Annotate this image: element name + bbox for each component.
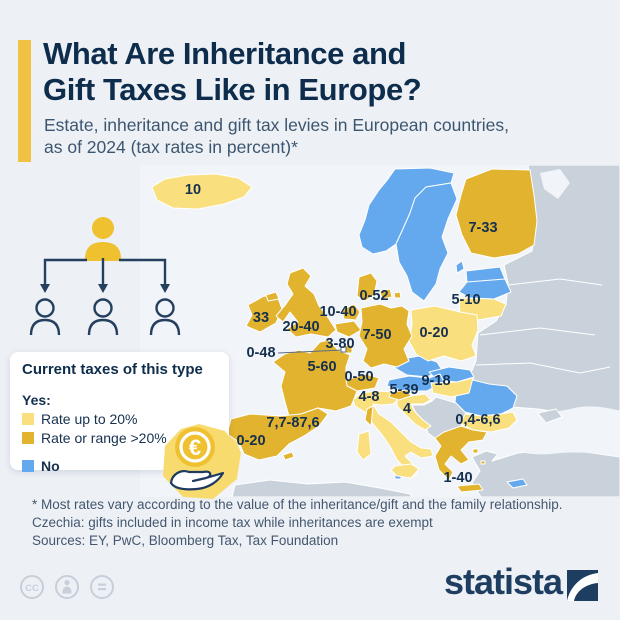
map-label-croatia: 4: [402, 401, 412, 417]
legend-title: Current taxes of this type: [22, 361, 203, 378]
map-label-iceland: 10: [184, 182, 202, 198]
internal-border-3: [475, 362, 611, 374]
country-norway: [358, 167, 455, 255]
map-label-denmark: 0-52: [359, 288, 389, 304]
subtitle-line-2: as of 2024 (tax rates in percent)*: [44, 137, 298, 158]
arrow-heads: [40, 284, 170, 293]
map-label-greece: 1-40: [443, 470, 473, 486]
map-label-ireland: 33: [252, 310, 270, 326]
map-label-belgium: 3-80: [325, 336, 355, 352]
map-label-hungary: 9-18: [421, 373, 451, 389]
heir-icons: [29, 298, 181, 336]
map-label-spain: 7,7-87,6: [266, 415, 320, 431]
no-derivatives-icon: [98, 583, 106, 591]
map-label-germany: 7-50: [362, 327, 392, 343]
country-finland: [455, 168, 538, 259]
attribution-icon: [62, 579, 72, 594]
euro-symbol: €: [189, 435, 201, 460]
country-croatia: [396, 393, 432, 431]
country-greece: [434, 425, 488, 481]
title-line-1: What Are Inheritance and: [43, 36, 407, 71]
luxembourg-leader-line: [277, 349, 344, 354]
swatch-dark-yellow: [22, 432, 34, 444]
footnote-line-2: Czechia: gifts included in income tax wh…: [32, 514, 433, 530]
country-denmark: [356, 272, 378, 302]
legend-item-no: No: [22, 458, 217, 474]
footnote-line-1: * Most rates vary according to the value…: [32, 497, 563, 512]
map-label-bulgaria: 0,4-6,6: [455, 412, 501, 428]
hand-holding-euro-icon: €: [163, 424, 241, 499]
sardinia-island: [356, 430, 372, 461]
sicily-island: [390, 463, 420, 479]
map-label-united-kingdom: 20-40: [282, 319, 320, 335]
europe-map: [140, 165, 620, 497]
north-africa-coast: [231, 479, 413, 497]
country-hungary: [430, 377, 474, 398]
legend-item-label: No: [41, 458, 60, 474]
swatch-light-yellow: [22, 413, 34, 425]
internal-border-2: [507, 278, 603, 286]
legend-item-label: Rate or range >20%: [41, 430, 167, 446]
map-label-lithuania: 5-10: [451, 292, 481, 308]
country-poland: [408, 305, 479, 362]
black-sea: [492, 406, 620, 457]
crete-island: [456, 483, 484, 493]
country-netherlands: [341, 303, 361, 321]
sources-line: Sources: EY, PwC, Bloomberg Tax, Tax Fou…: [32, 533, 339, 548]
page-title: What Are Inheritance and Gift Taxes Like …: [43, 36, 422, 108]
inheritance-diagram-icon: [29, 217, 181, 336]
title-line-2: Gift Taxes Like in Europe?: [43, 71, 422, 107]
country-italy: [352, 390, 434, 479]
country-united-kingdom: [275, 267, 337, 338]
map-label-netherlands: 10-40: [319, 304, 357, 320]
corsica-island: [364, 405, 374, 427]
accent-bar: [18, 40, 31, 162]
map-label-poland: 0-20: [419, 325, 449, 341]
white-sea: [540, 169, 570, 199]
footnote: * Most rates vary according to the value…: [32, 496, 563, 531]
aegean-islands: [472, 448, 486, 465]
legend-yes-label: Yes:: [22, 392, 51, 408]
country-belgium: [334, 320, 362, 338]
country-turkey: [471, 449, 620, 497]
country-cyprus: [506, 478, 528, 489]
cc-license-icons[interactable]: CC: [19, 574, 115, 600]
country-sweden: [395, 182, 458, 302]
map-label-luxembourg: 0-48: [246, 345, 276, 361]
swatch-blue: [22, 460, 34, 472]
map-label-slovenia: 5-39: [389, 382, 419, 398]
country-germany: [358, 303, 413, 369]
crimea-peninsula: [537, 408, 563, 424]
statista-logo-icon[interactable]: [567, 570, 598, 601]
legend-item-over-20: Rate or range >20%: [22, 430, 217, 446]
country-slovenia: [388, 389, 412, 401]
gotland-island: [455, 260, 465, 274]
denmark-islands: [379, 288, 402, 300]
map-label-france: 5-60: [307, 359, 337, 375]
map-label-italy: 4-8: [358, 389, 380, 405]
country-spain: [226, 407, 329, 461]
donor-body: [85, 242, 121, 261]
northern-ireland: [265, 291, 280, 302]
donor-head: [92, 217, 114, 239]
country-bulgaria: [460, 411, 518, 433]
cc-text: CC: [25, 583, 39, 594]
luxembourg-marker: [340, 346, 347, 353]
arrow-connectors: [43, 258, 167, 285]
map-label-switzerland: 0-50: [344, 369, 374, 385]
internal-border-1: [479, 327, 596, 336]
country-iceland: [151, 173, 253, 210]
legend-item-label: Rate up to 20%: [41, 411, 138, 427]
page-subtitle: Estate, inheritance and gift tax levies …: [44, 114, 509, 159]
hand-icon: [169, 470, 225, 491]
legend-item-up-to-20: Rate up to 20%: [22, 411, 217, 427]
statista-wordmark[interactable]: statista: [444, 561, 563, 602]
subtitle-line-1: Estate, inheritance and gift tax levies …: [44, 115, 509, 135]
map-label-finland: 7-33: [468, 220, 498, 236]
cc-icon[interactable]: [20, 575, 114, 599]
coin-ring: [179, 431, 211, 463]
map-label-portugal: 0-20: [236, 433, 266, 449]
balearic-islands: [282, 451, 295, 461]
